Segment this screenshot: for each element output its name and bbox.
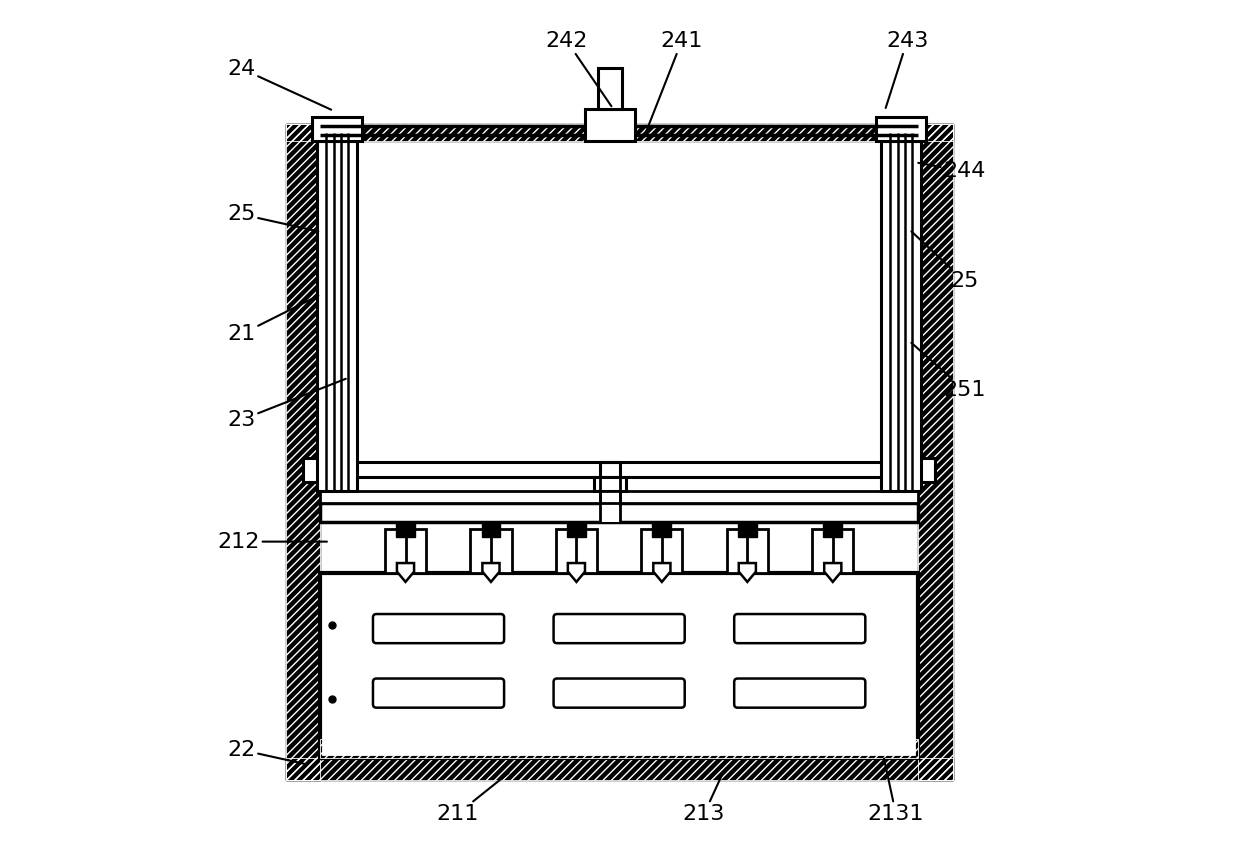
Bar <box>481 522 501 537</box>
Bar <box>882 141 921 491</box>
Bar <box>320 573 919 758</box>
FancyBboxPatch shape <box>553 614 684 643</box>
Bar <box>652 522 671 537</box>
FancyBboxPatch shape <box>734 679 866 708</box>
Bar <box>320 503 919 522</box>
Bar <box>585 109 635 141</box>
Bar <box>600 491 620 503</box>
Text: 241: 241 <box>644 31 703 137</box>
Bar <box>320 739 919 758</box>
FancyBboxPatch shape <box>373 614 505 643</box>
Bar <box>384 529 427 573</box>
Bar <box>312 117 362 141</box>
Text: 211: 211 <box>436 773 508 824</box>
Polygon shape <box>568 563 585 582</box>
Polygon shape <box>397 563 414 582</box>
Bar <box>285 758 952 780</box>
Text: 25: 25 <box>911 231 978 291</box>
Bar <box>641 529 682 573</box>
Text: 23: 23 <box>227 379 346 430</box>
Polygon shape <box>482 563 500 582</box>
Bar <box>919 124 952 780</box>
Bar <box>812 529 853 573</box>
Bar <box>916 458 935 482</box>
Bar <box>321 462 916 477</box>
Text: 2131: 2131 <box>868 758 924 824</box>
Bar <box>594 477 626 491</box>
Bar <box>303 458 321 482</box>
Bar <box>320 141 919 758</box>
Text: 25: 25 <box>227 204 319 231</box>
Text: 243: 243 <box>885 31 929 108</box>
Text: 244: 244 <box>919 161 986 182</box>
Bar <box>285 124 952 141</box>
Text: 22: 22 <box>227 740 308 764</box>
Bar <box>320 739 919 758</box>
Text: 213: 213 <box>683 773 725 824</box>
FancyBboxPatch shape <box>373 679 505 708</box>
FancyBboxPatch shape <box>734 614 866 643</box>
Polygon shape <box>825 563 842 582</box>
Text: 24: 24 <box>227 58 331 110</box>
Text: 251: 251 <box>911 343 986 400</box>
Bar <box>919 124 952 780</box>
Bar <box>556 529 596 573</box>
FancyBboxPatch shape <box>553 679 684 708</box>
Bar <box>877 117 926 141</box>
Bar <box>320 491 919 503</box>
Bar <box>598 68 622 109</box>
Bar <box>599 491 621 522</box>
Bar <box>317 141 357 491</box>
Bar <box>470 529 512 573</box>
Bar <box>727 529 768 573</box>
Bar <box>738 522 756 537</box>
Bar <box>600 477 620 491</box>
Bar <box>567 522 585 537</box>
Polygon shape <box>739 563 756 582</box>
Bar <box>285 124 320 780</box>
Bar <box>285 124 320 780</box>
Bar <box>285 124 952 141</box>
Bar <box>396 522 415 537</box>
Bar <box>823 522 842 537</box>
Polygon shape <box>653 563 671 582</box>
Text: 21: 21 <box>227 296 319 345</box>
Bar <box>285 758 952 780</box>
Text: 212: 212 <box>217 531 327 552</box>
Text: 242: 242 <box>546 31 611 106</box>
